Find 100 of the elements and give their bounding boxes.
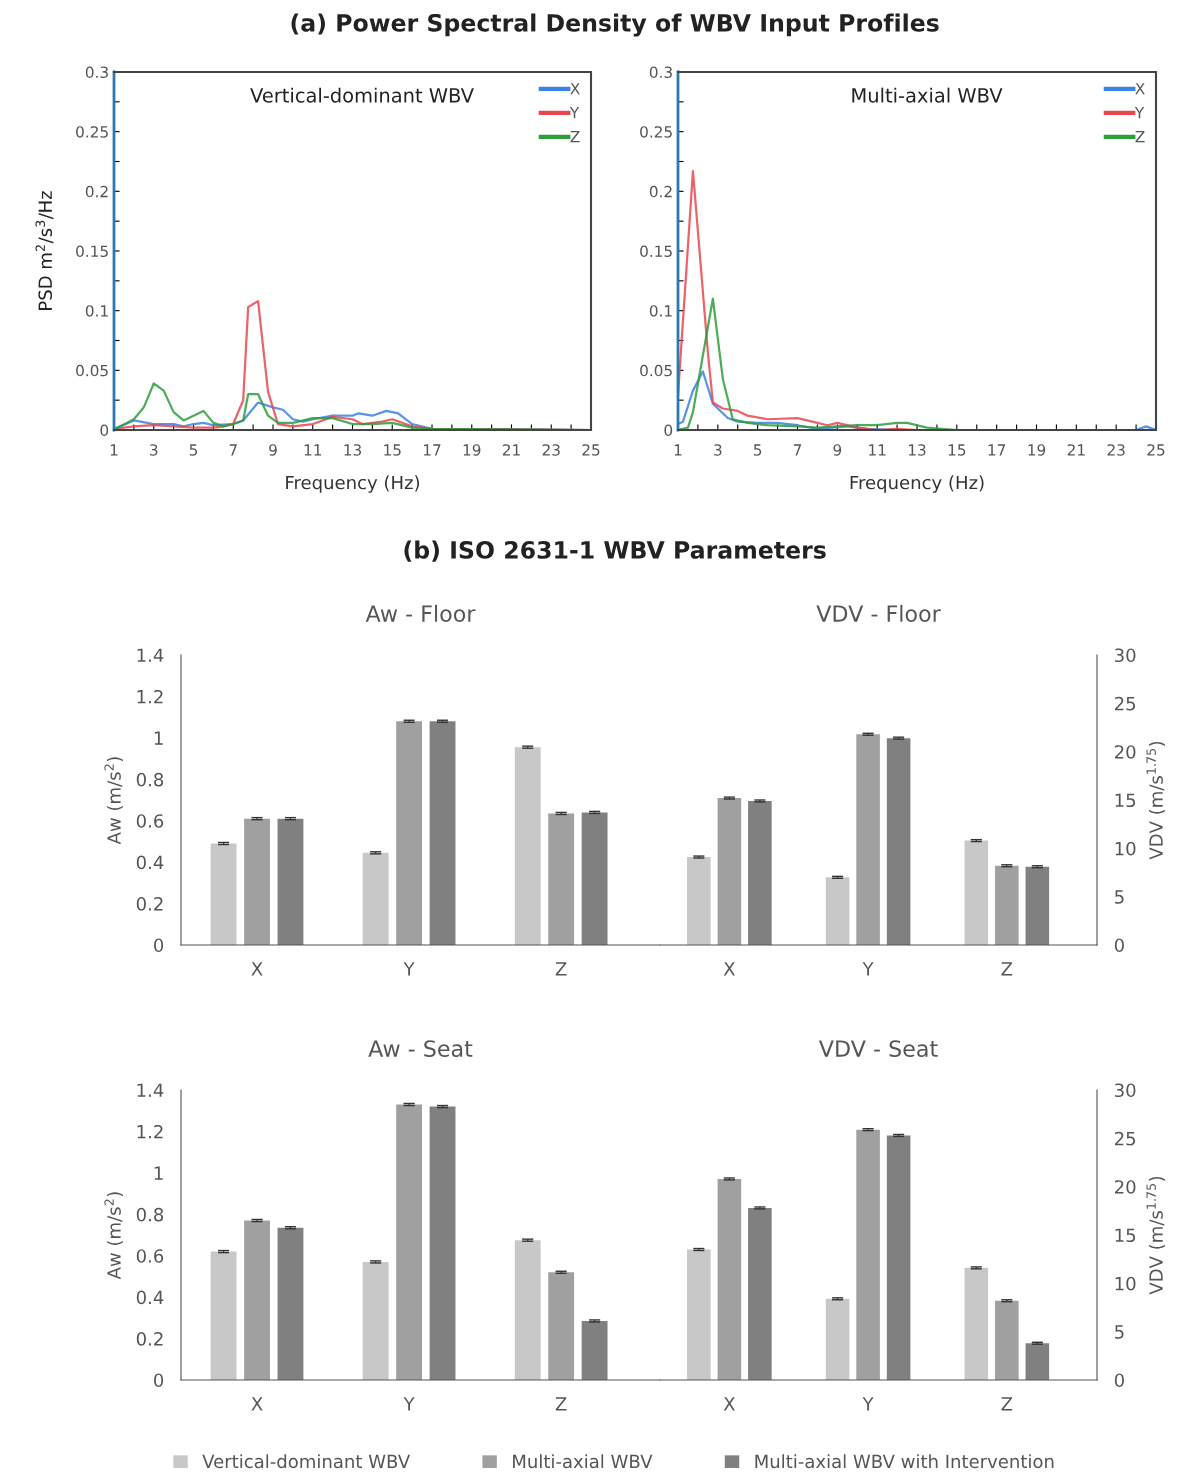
y-tick-label: 1.4 [137,648,164,662]
y2-tick-label: 5 [1115,890,1124,904]
legend-label: X [570,83,580,95]
y-tick-label: 1 [154,731,163,745]
x-tick-label: 15 [948,444,966,456]
y-axis-title: Aw (m/s$^{2}$) [104,757,123,845]
bar [964,840,989,945]
x-axis-title: Frequency (Hz) [286,475,420,493]
x-tick-label: 7 [793,444,802,456]
bar [548,1272,575,1380]
bar [687,857,711,945]
x-tick-label: 23 [542,444,560,456]
bar [429,1106,456,1380]
y-tick-label: 0.15 [76,245,108,258]
x-tick-label: 3 [150,444,158,456]
x-tick-label: 19 [1028,444,1046,456]
x-tick-label: 1 [110,444,118,456]
y2-tick-label: 0 [1114,938,1124,953]
bar [995,1300,1019,1380]
y-axis-title: Aw (m/s$^{2}$) [104,1192,123,1280]
x-tick-label: Z [555,1397,567,1411]
x-tick-label: X [723,1397,735,1411]
y-tick-label: 0 [664,424,673,437]
x-tick-label: 21 [1067,444,1085,456]
x-tick-label: X [251,962,263,976]
legend-label: Y [1134,107,1145,119]
bar [717,1178,742,1380]
x-tick-label: 17 [423,444,441,456]
bar [748,800,772,945]
y2-tick-label: 10 [1115,1276,1136,1291]
y2-tick-label: 20 [1114,745,1136,759]
x-tick-label: 21 [502,444,520,456]
bar [244,818,270,945]
bar [825,877,850,945]
text: (b) ISO 2631-1 WBV Parameters [404,540,826,562]
x-tick-label: 9 [833,444,842,456]
bar [210,1251,237,1380]
x-tick-label: 9 [269,444,277,456]
x-tick-label: 11 [304,444,322,456]
x-tick-label: Y [862,962,874,976]
bar [995,865,1019,945]
x-tick-label: Z [555,962,567,976]
y-tick-label: 0 [154,938,164,953]
y-tick-label: 0.2 [136,897,163,911]
text: Multi-axial WBV [852,87,1003,103]
x-tick-label: 5 [189,444,198,456]
bar [362,1261,389,1380]
x-tick-label: X [723,962,735,976]
x-tick-label: 25 [582,444,600,456]
y-tick-label: 0 [100,424,109,437]
y-tick-label: 0.15 [640,245,672,258]
bar [1025,866,1050,945]
y2-tick-label: 15 [1115,1228,1136,1243]
x-tick-label: 17 [988,444,1006,456]
bar [362,852,389,945]
legend-label: Vertical-dominant WBV [202,1454,411,1469]
y-tick-label: 0 [154,1373,164,1388]
y-tick-label: 0.4 [136,855,164,870]
x-tick-label: Z [1001,962,1013,976]
bar [514,1240,541,1380]
bar [210,843,237,945]
bar [277,818,304,945]
bar [856,1129,880,1380]
x-tick-label: Y [403,962,415,976]
x-tick-label: 3 [714,444,722,456]
y-tick-label: 1.4 [137,1083,164,1097]
bar [886,1135,911,1380]
y2-tick-label: 5 [1115,1325,1124,1339]
y-tick-label: 0.25 [640,126,672,138]
y-tick-label: 0.8 [136,772,164,787]
y-tick-label: 0.2 [136,1332,163,1346]
x-axis-title: Frequency (Hz) [850,475,984,493]
y2-tick-label: 30 [1115,648,1136,663]
bar [514,747,541,945]
x-tick-label: 1 [674,444,682,456]
bar [748,1207,772,1380]
x-tick-label: Y [403,1397,415,1411]
bar [244,1220,270,1380]
bar [856,734,880,945]
bar [581,812,608,945]
chart-title: VDV - Floor [816,604,941,622]
text: Vertical-dominant WBV [250,87,474,103]
y-tick-label: 0.8 [136,1207,164,1222]
chart-title: VDV - Seat [818,1040,938,1057]
y-tick-label: 0.4 [136,1290,164,1305]
y-tick-label: 0.3 [649,66,672,79]
y-tick-label: 0.25 [76,126,108,138]
chart-title: Aw - Seat [368,1040,473,1057]
y-tick-label: 0.3 [85,66,108,79]
bar [396,1104,423,1380]
bar [277,1227,304,1380]
bar [825,1298,850,1380]
bar [1025,1343,1050,1380]
y2-tick-label: 15 [1115,793,1136,808]
y-tick-label: 0.6 [136,814,164,828]
x-tick-label: Y [862,1397,874,1411]
bar [687,1249,711,1380]
y2-tick-label: 30 [1115,1083,1136,1098]
text: (a) Power Spectral Density of WBV Input Profiles [291,13,939,37]
legend-label: X [1135,83,1145,95]
